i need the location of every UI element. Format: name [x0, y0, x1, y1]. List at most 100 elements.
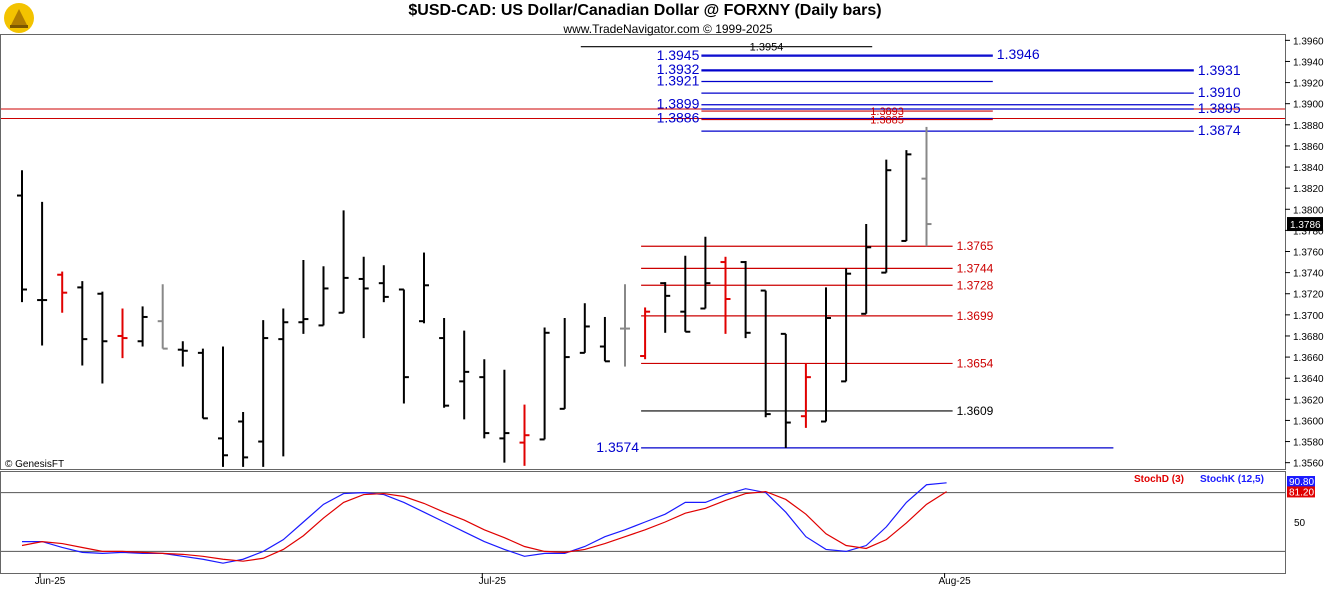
price-tick-label: 1.3700: [1293, 311, 1324, 322]
price-tick-label: 1.3620: [1293, 395, 1324, 406]
level-label: 1.3728: [957, 278, 994, 292]
ohlc-bar: [57, 271, 68, 313]
ohlc-bar: [841, 268, 852, 383]
level-label: 1.3654: [957, 356, 994, 370]
price-tick-label: 1.3640: [1293, 374, 1324, 385]
ohlc-bar: [439, 318, 450, 408]
ohlc-bar: [157, 284, 168, 350]
ohlc-bar: [117, 308, 128, 359]
ohlc-bar: [17, 170, 27, 303]
price-tick-label: 1.3560: [1293, 459, 1324, 470]
level-label: 1.3910: [1198, 84, 1241, 100]
level-label: 1.3885: [870, 115, 904, 127]
ohlc-bar: [539, 327, 550, 441]
ohlc-bar: [800, 363, 811, 428]
ohlc-bar: [780, 332, 791, 448]
ohlc-bar: [338, 210, 349, 314]
chart-title: $USD-CAD: US Dollar/Canadian Dollar @ FO…: [408, 2, 882, 19]
level-label: 1.3921: [657, 73, 700, 89]
ohlc-bar: [459, 330, 470, 420]
ohlc-bar: [137, 306, 148, 347]
ohlc-bar: [620, 284, 630, 367]
ohlc-bar: [921, 126, 932, 247]
date-axis: Jun-25 Jul-25 Aug-25: [35, 573, 971, 587]
stochk-last-value: 90.80: [1289, 477, 1314, 488]
stoch-series-line: [22, 482, 947, 564]
ohlc-bar: [197, 348, 208, 420]
price-tick-label: 1.3680: [1293, 332, 1324, 343]
level-label: 1.3945: [657, 47, 700, 63]
price-tick-label: 1.3880: [1293, 121, 1324, 132]
price-tick-label: 1.3720: [1293, 290, 1324, 301]
ohlc-bar: [519, 404, 530, 466]
stoch-tick-label: 50: [1294, 518, 1306, 529]
date-tick-label: Jul-25: [479, 576, 507, 587]
price-axis: 1.3960 1.3940 1.3920 1.3900 1.3880 1.3860 1.38…: [1285, 36, 1324, 470]
level-label: 1.3609: [957, 404, 994, 418]
watermark: © GenesisFT: [5, 459, 64, 470]
level-label: 1.3899: [657, 96, 700, 112]
stoch-legend-label: StochD (3): [1134, 474, 1184, 485]
stochd-last-box: [1287, 486, 1315, 498]
stoch-legend-label: StochK (12,5): [1200, 474, 1264, 485]
ohlc-bar: [499, 369, 510, 463]
bars-layer: [17, 126, 932, 467]
ohlc-bar: [479, 359, 490, 439]
ohlc-bar: [378, 265, 389, 303]
ohlc-bar: [599, 316, 610, 363]
level-label: 1.3886: [657, 109, 700, 125]
level-label: 1.3574: [596, 439, 639, 455]
ohlc-bar: [318, 266, 329, 327]
ohlc-bar: [740, 261, 751, 339]
level-label: 1.3932: [657, 61, 700, 77]
price-tick-label: 1.3920: [1293, 79, 1324, 90]
level-label: 1.3895: [1198, 100, 1241, 116]
ohlc-bar: [258, 320, 269, 467]
ohlc-bar: [298, 259, 309, 334]
price-tick-label: 1.3580: [1293, 438, 1324, 449]
ohlc-bar: [77, 281, 88, 366]
price-tick-label: 1.3900: [1293, 100, 1324, 111]
price-panel-frame: [0, 34, 1286, 470]
last-price-box: [1287, 217, 1323, 232]
price-tick-label: 1.3860: [1293, 142, 1324, 153]
level-label: 1.3954: [750, 42, 784, 54]
price-tick-label: 1.3760: [1293, 248, 1324, 259]
ohlc-bar: [660, 282, 671, 333]
level-label: 1.3699: [957, 309, 994, 323]
last-price-label: 1.3786: [1290, 220, 1321, 231]
ohlc-bar: [238, 411, 249, 467]
price-tick-label: 1.3600: [1293, 416, 1324, 427]
level-label: 1.3874: [1198, 122, 1241, 138]
price-tick-label: 1.3740: [1293, 269, 1324, 280]
ohlc-bar: [881, 159, 892, 274]
ohlc-bar: [278, 308, 289, 457]
price-tick-label: 1.3780: [1293, 226, 1324, 237]
ohlc-bar: [861, 224, 872, 315]
level-label: 1.3765: [957, 239, 994, 253]
stochd-last-value: 81.20: [1289, 487, 1314, 498]
trade-navigator-logo-icon: [2, 1, 36, 35]
date-tick-label: Aug-25: [938, 576, 971, 587]
date-tick-label: Jun-25: [35, 576, 66, 587]
ohlc-bar: [419, 252, 429, 324]
ohlc-bar: [37, 201, 48, 346]
price-tick-label: 1.3660: [1293, 353, 1324, 364]
chart-subtitle: www.TradeNavigator.com © 1999-2025: [563, 22, 773, 36]
ohlc-bar: [218, 346, 228, 467]
ohlc-bar: [97, 291, 108, 384]
price-tick-label: 1.3940: [1293, 57, 1324, 68]
ohlc-bar: [579, 303, 590, 354]
level-label: 1.3744: [957, 261, 994, 275]
ohlc-bar: [398, 288, 409, 404]
level-label: 1.3893: [870, 106, 904, 118]
ohlc-bar: [640, 307, 651, 360]
ohlc-bar: [821, 287, 831, 423]
ohlc-bar: [720, 256, 731, 334]
ohlc-bar: [700, 236, 711, 310]
